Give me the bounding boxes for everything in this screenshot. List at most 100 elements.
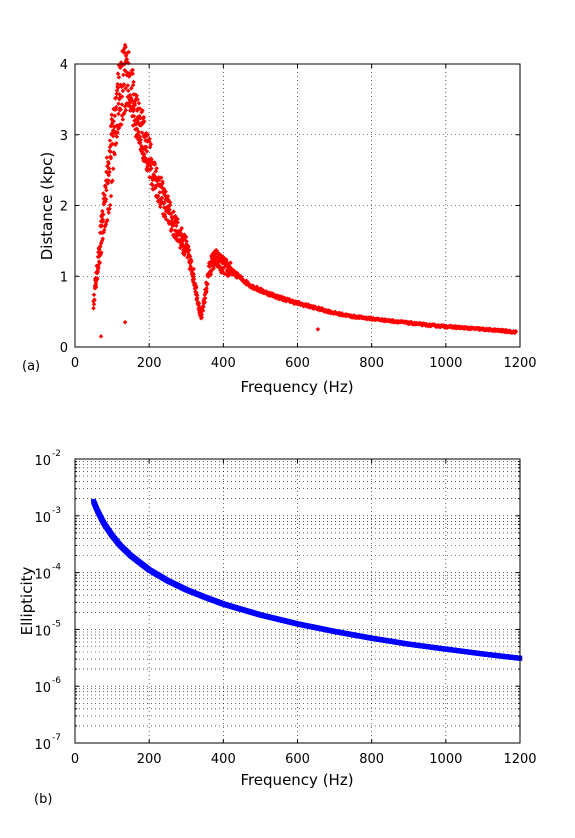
x-tick-label-b: 400 [211, 752, 236, 767]
data-point-a [99, 250, 104, 255]
data-point-a [121, 72, 126, 78]
data-point-a [106, 210, 111, 215]
data-point-a [110, 178, 115, 183]
y-axis-label-a: Distance (kpc) [38, 152, 56, 261]
y-tick-label-b: 10 [34, 454, 51, 469]
y-tick-exponent-b: -4 [52, 563, 61, 573]
data-point-a [513, 328, 519, 334]
data-point-a [315, 327, 321, 332]
y-tick-label-a: 1 [60, 270, 68, 285]
data-point-a [100, 208, 105, 214]
data-point-a [107, 202, 113, 208]
distance-chart: 0 200 400 600 800 1000 1200 0 1 2 3 4 Frequency (H… [22, 42, 537, 396]
data-point-a [107, 206, 112, 212]
data-point-a [103, 184, 108, 190]
y-tick-label-a: 3 [60, 129, 68, 144]
x-tick-label-b: 800 [359, 752, 384, 767]
data-point-a [129, 85, 134, 91]
panel-label-b: (b) [34, 792, 52, 807]
data-point-a [106, 166, 112, 171]
y-tick-label-b: 10 [34, 624, 51, 639]
data-point-a [112, 113, 118, 119]
data-point-a [107, 138, 113, 143]
data-point-a [113, 141, 119, 146]
data-point-a [114, 134, 120, 139]
y-tick-exponent-b: -6 [52, 676, 61, 686]
data-point-a [123, 44, 128, 50]
data-point-a [113, 104, 119, 110]
x-tick-label-a: 200 [137, 356, 162, 371]
data-point-a [130, 71, 135, 76]
y-tick-label-a: 4 [60, 58, 68, 73]
data-point-a [108, 156, 114, 161]
y-tick-exponent-b: -7 [52, 733, 61, 743]
panel-label-a: (a) [22, 359, 40, 374]
y-tick-labels-b: 10-710-610-510-410-310-2 [34, 449, 61, 753]
data-point-a [130, 108, 136, 114]
data-point-a [112, 152, 117, 157]
x-axis-label-b: Frequency (Hz) [240, 771, 353, 789]
data-point-a [116, 101, 121, 106]
data-point-a [130, 67, 135, 73]
y-tick-exponent-b: -2 [52, 449, 61, 459]
data-point-a [228, 260, 233, 266]
data-point-a [108, 193, 114, 199]
data-point-a [106, 161, 111, 166]
data-point-a [204, 288, 209, 294]
y-tick-label-a: 2 [60, 200, 68, 215]
x-tick-label-a: 600 [285, 356, 310, 371]
x-tick-label-b: 0 [71, 752, 79, 767]
data-point-a [105, 217, 110, 223]
data-point-a [134, 93, 139, 98]
data-point-a [115, 130, 120, 135]
data-point-a [104, 187, 109, 193]
y-tick-label-b: 10 [34, 511, 51, 526]
x-tick-label-b: 200 [137, 752, 162, 767]
data-point-a [100, 236, 106, 242]
data-point-a [116, 111, 121, 117]
y-tick-label-b: 10 [34, 681, 51, 696]
y-tick-exponent-b: -5 [52, 619, 61, 629]
y-tick-labels-a: 0 1 2 3 4 [60, 58, 68, 356]
data-point-a [104, 155, 110, 160]
x-tick-label-a: 0 [71, 356, 79, 371]
x-tick-labels-a: 0 200 400 600 800 1000 1200 [71, 356, 537, 371]
data-point-a [110, 133, 116, 139]
data-point-a [101, 212, 106, 217]
x-tick-label-a: 800 [359, 356, 384, 371]
points-b [91, 498, 523, 661]
y-tick-label-a: 0 [60, 341, 68, 356]
data-point-a [119, 102, 125, 107]
ellipticity-chart: 0 200 400 600 800 1000 1200 10-710-610-510-410… [18, 449, 537, 807]
data-point-a [123, 85, 128, 91]
y-tick-label-b: 10 [34, 738, 51, 753]
x-axis-label-a: Frequency (Hz) [240, 378, 353, 396]
x-tick-label-a: 400 [211, 356, 236, 371]
y-tick-label-b: 10 [34, 568, 51, 583]
data-point-a [107, 169, 112, 175]
x-tick-label-b: 1000 [429, 752, 462, 767]
data-point-a [124, 56, 130, 62]
data-point-a [202, 300, 208, 305]
data-point-a [118, 107, 123, 112]
data-point-a [105, 178, 111, 183]
data-point-a [102, 227, 107, 233]
data-point-a [91, 292, 97, 298]
data-point-a [200, 308, 206, 313]
data-point-a [208, 272, 214, 277]
axes-box-b [74, 458, 521, 744]
data-point-a [91, 306, 96, 311]
data-point-a [120, 88, 126, 94]
y-tick-exponent-b: -3 [52, 506, 61, 516]
data-point-a [103, 196, 109, 202]
data-point-a [136, 100, 142, 106]
x-tick-labels-b: 0 200 400 600 800 1000 1200 [71, 752, 537, 767]
data-point-a [99, 223, 105, 229]
data-point-a [108, 149, 113, 154]
data-point-a [191, 276, 197, 282]
data-point-a [205, 281, 210, 287]
data-point-a [113, 95, 119, 100]
data-point-a [119, 94, 125, 99]
